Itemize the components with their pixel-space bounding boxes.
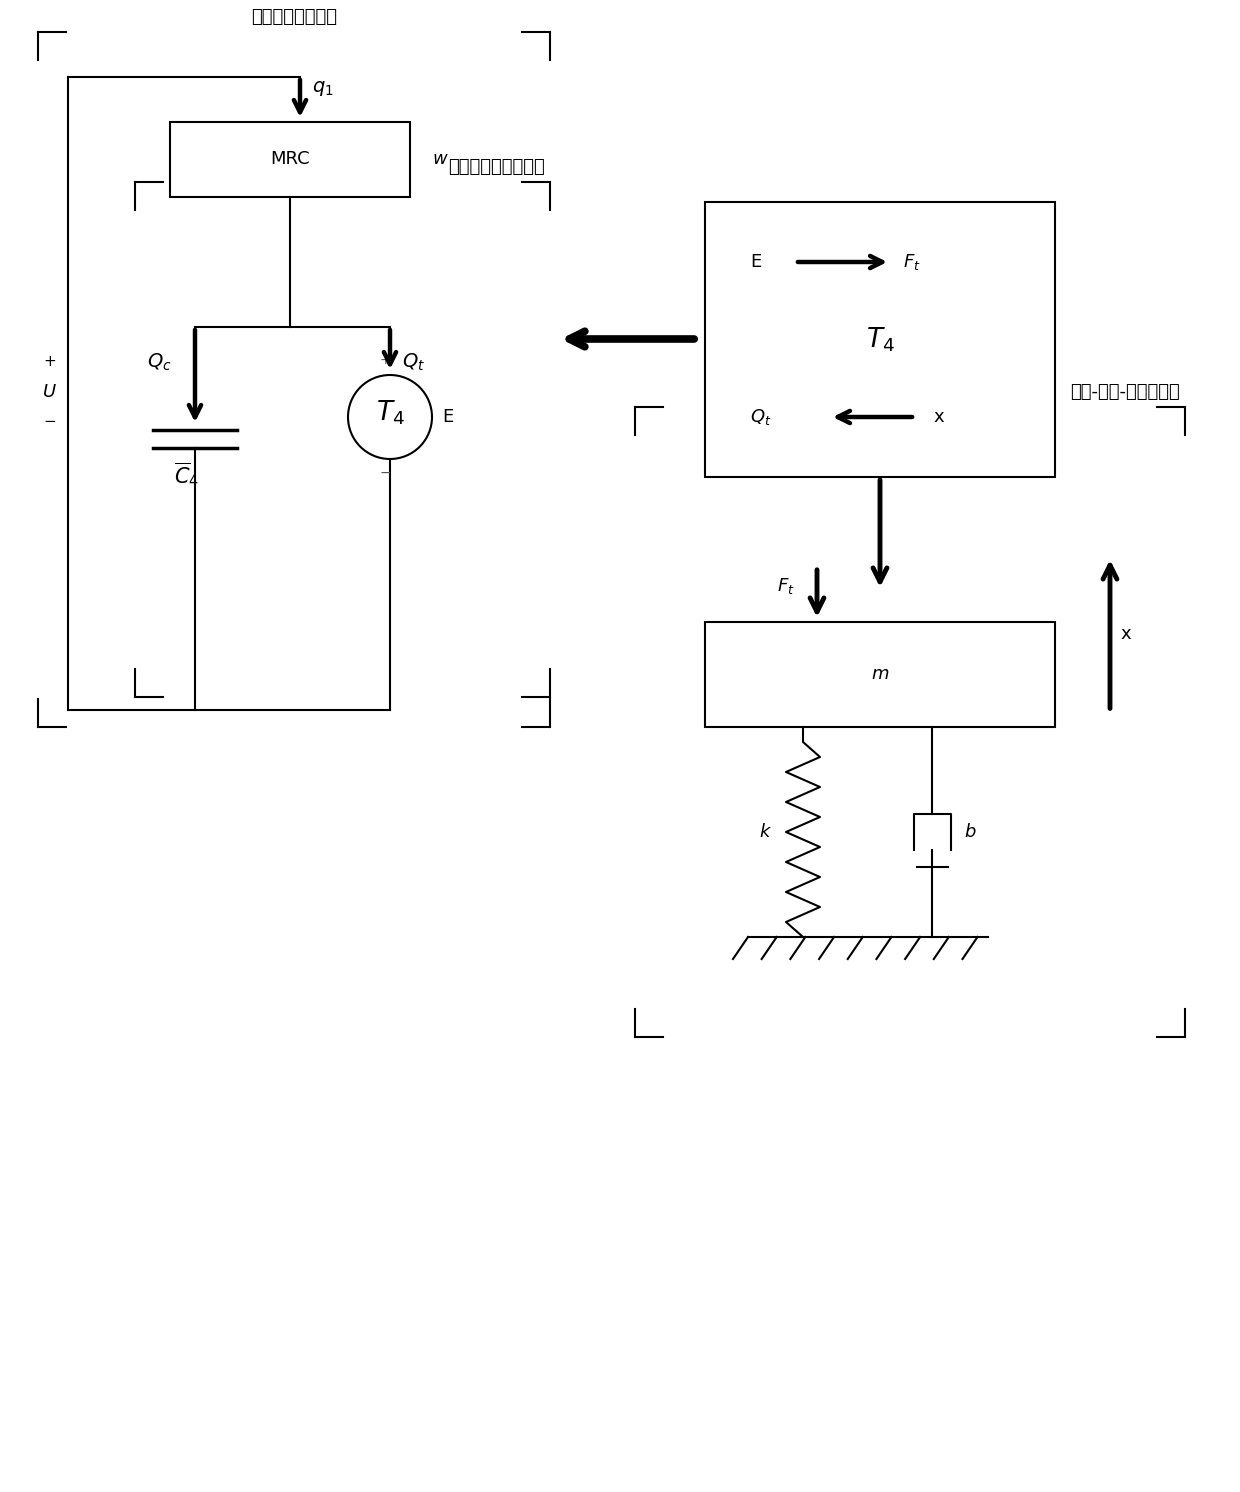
Text: b: b <box>965 824 976 841</box>
Text: $F_t$: $F_t$ <box>903 252 920 272</box>
Text: w: w <box>432 151 446 169</box>
Text: 质量-弹簧-阻尼子模型: 质量-弹簧-阻尼子模型 <box>1070 383 1180 401</box>
Text: $q_1$: $q_1$ <box>312 79 334 98</box>
Text: x: x <box>932 407 944 427</box>
Text: $\overline{C}_4$: $\overline{C}_4$ <box>175 460 200 489</box>
Text: $Q_c$: $Q_c$ <box>148 351 171 373</box>
Text: 非线性滞回子模型: 非线性滞回子模型 <box>250 7 337 25</box>
Text: $m$: $m$ <box>870 665 889 683</box>
Bar <box>170 122 410 197</box>
Text: k: k <box>760 824 770 841</box>
Text: E: E <box>750 254 761 272</box>
Text: $Q_t$: $Q_t$ <box>750 407 771 427</box>
Text: −: − <box>379 466 391 480</box>
Text: MRC: MRC <box>270 151 310 169</box>
Text: 等效驱动电路子模型: 等效驱动电路子模型 <box>448 158 546 176</box>
Text: −: − <box>43 415 56 430</box>
Text: +: + <box>43 355 56 370</box>
Text: $T_4$: $T_4$ <box>376 398 404 427</box>
Text: +: + <box>379 354 391 367</box>
Text: x: x <box>1120 625 1131 643</box>
Bar <box>706 622 1055 727</box>
Text: $T_4$: $T_4$ <box>866 325 894 354</box>
Bar <box>706 201 1055 477</box>
Text: $Q_t$: $Q_t$ <box>402 351 425 373</box>
Text: $F_t$: $F_t$ <box>777 576 795 595</box>
Text: U: U <box>43 383 57 401</box>
Text: E: E <box>441 407 454 427</box>
